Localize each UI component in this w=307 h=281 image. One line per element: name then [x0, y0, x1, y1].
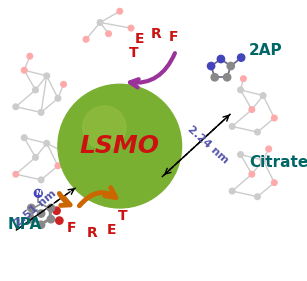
Circle shape: [238, 54, 245, 61]
Text: 2.51 nm: 2.51 nm: [13, 188, 58, 228]
Circle shape: [21, 135, 27, 140]
Text: R: R: [86, 226, 97, 240]
Circle shape: [255, 129, 260, 135]
Circle shape: [47, 216, 55, 223]
Text: 2AP: 2AP: [249, 43, 283, 58]
Text: Citrate: Citrate: [249, 155, 307, 171]
Text: E: E: [107, 223, 116, 237]
Circle shape: [217, 55, 225, 63]
Circle shape: [55, 163, 61, 169]
Text: NPA: NPA: [7, 217, 42, 232]
Circle shape: [211, 74, 218, 81]
Text: R: R: [151, 27, 162, 41]
Circle shape: [208, 62, 215, 70]
FancyArrowPatch shape: [80, 188, 116, 206]
Circle shape: [227, 62, 235, 70]
FancyArrowPatch shape: [130, 53, 175, 87]
Text: E: E: [135, 32, 144, 46]
Circle shape: [271, 180, 277, 185]
Circle shape: [61, 149, 66, 155]
Circle shape: [34, 189, 42, 197]
Circle shape: [37, 221, 45, 228]
Circle shape: [28, 204, 35, 212]
Circle shape: [33, 87, 38, 93]
Circle shape: [255, 194, 260, 200]
Text: 2.24 nm: 2.24 nm: [186, 124, 231, 166]
Circle shape: [21, 67, 27, 73]
Circle shape: [106, 31, 111, 37]
Circle shape: [28, 216, 35, 223]
Circle shape: [44, 73, 49, 79]
Circle shape: [13, 104, 19, 110]
Circle shape: [97, 20, 103, 25]
Circle shape: [241, 76, 246, 81]
Circle shape: [55, 96, 61, 101]
Text: F: F: [67, 221, 77, 235]
Text: T: T: [118, 209, 127, 223]
Circle shape: [27, 53, 33, 59]
Text: LSMO: LSMO: [80, 134, 160, 158]
Circle shape: [271, 115, 277, 121]
Circle shape: [249, 171, 255, 177]
Circle shape: [260, 157, 266, 163]
Circle shape: [229, 188, 235, 194]
FancyArrowPatch shape: [59, 194, 70, 205]
Circle shape: [238, 87, 243, 93]
Circle shape: [47, 204, 55, 212]
Circle shape: [44, 140, 49, 146]
Circle shape: [260, 93, 266, 98]
Circle shape: [266, 146, 271, 152]
Circle shape: [58, 84, 181, 208]
Circle shape: [13, 171, 19, 177]
Text: N: N: [35, 190, 41, 196]
Circle shape: [61, 81, 66, 87]
Circle shape: [223, 74, 231, 81]
Circle shape: [249, 107, 255, 112]
Circle shape: [128, 25, 134, 31]
Circle shape: [38, 177, 44, 183]
Circle shape: [83, 106, 126, 149]
Circle shape: [33, 155, 38, 160]
Circle shape: [83, 37, 89, 42]
Circle shape: [38, 110, 44, 115]
Circle shape: [117, 8, 122, 14]
Text: F: F: [169, 30, 178, 44]
Circle shape: [53, 207, 60, 214]
Text: T: T: [129, 46, 139, 60]
Circle shape: [229, 124, 235, 129]
Circle shape: [238, 152, 243, 157]
Circle shape: [56, 217, 63, 224]
Circle shape: [37, 210, 45, 217]
